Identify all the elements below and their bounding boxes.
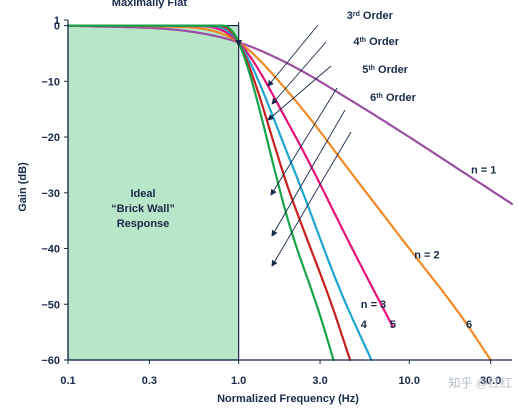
series-line-order-6 xyxy=(66,24,335,362)
chart-annotation: 5th Order xyxy=(362,64,408,76)
chart-annotation: 6th Order xyxy=(370,92,416,104)
ideal-brick-wall-region xyxy=(67,24,240,361)
y-tick-label: −10 xyxy=(41,76,60,88)
y-axis-label: Gain (dB) xyxy=(17,162,29,212)
ideal-region-label-line: Response xyxy=(117,218,170,230)
chart-annotation: 3rd Order xyxy=(347,10,394,22)
order-pointer-arrow xyxy=(271,131,352,267)
order-pointer-arrow xyxy=(267,24,319,87)
order-pointer-arrow xyxy=(267,65,332,121)
chart-annotation: n = 1 xyxy=(471,164,496,176)
chart-annotation: 5 xyxy=(390,319,396,331)
order-pointer-arrow xyxy=(271,109,346,237)
series-line-order-1 xyxy=(66,24,514,205)
x-tick-label: 1.0 xyxy=(231,375,246,387)
x-tick-label: 0.1 xyxy=(60,375,75,387)
axes-layer: 10 −10 −20 −30 −40 −50 −600.1 0.3 1.0 3.0 10.0 30.0 xyxy=(41,15,512,387)
y-tick-label: −40 xyxy=(41,244,60,256)
annotation-layer: Maximally Flat90° Corner1st Order2nd Ord… xyxy=(112,0,497,331)
y-tick-label: −50 xyxy=(41,299,60,311)
chart-annotation: n = 3 xyxy=(361,299,386,311)
chart-annotation: 6 xyxy=(466,319,472,331)
x-tick-label: 0.3 xyxy=(142,375,157,387)
chart-annotation: n = 2 xyxy=(414,250,439,262)
ideal-region-layer: Ideal “Brick Wall” Response xyxy=(67,24,240,361)
ideal-region-label-line: Ideal xyxy=(130,188,155,200)
chart-annotation: 4 xyxy=(361,319,368,331)
order-pointer-arrow xyxy=(270,87,338,196)
x-tick-label: 3.0 xyxy=(312,375,327,387)
chart-annotation: Maximally Flat xyxy=(112,0,188,9)
y-tick-label: −60 xyxy=(41,355,60,367)
order-pointer-arrow xyxy=(271,41,327,105)
x-axis-label: Normalized Frequency (Hz) xyxy=(217,393,359,405)
watermark-text: 知乎 @红红 xyxy=(448,375,512,390)
y-tick-label: 1 xyxy=(54,15,60,27)
x-tick-label: 30.0 xyxy=(480,375,501,387)
y-tick-label: −30 xyxy=(41,188,60,200)
y-tick-label: −20 xyxy=(41,132,60,144)
series-layer xyxy=(66,24,514,362)
ideal-region-label-line: “Brick Wall” xyxy=(111,203,175,215)
x-tick-label: 10.0 xyxy=(399,375,420,387)
y-tick-label: 0 xyxy=(54,21,60,33)
chart-annotation: 4th Order xyxy=(353,36,399,48)
pointer-arrows-layer xyxy=(235,22,352,267)
series-line-order-2 xyxy=(66,24,492,362)
